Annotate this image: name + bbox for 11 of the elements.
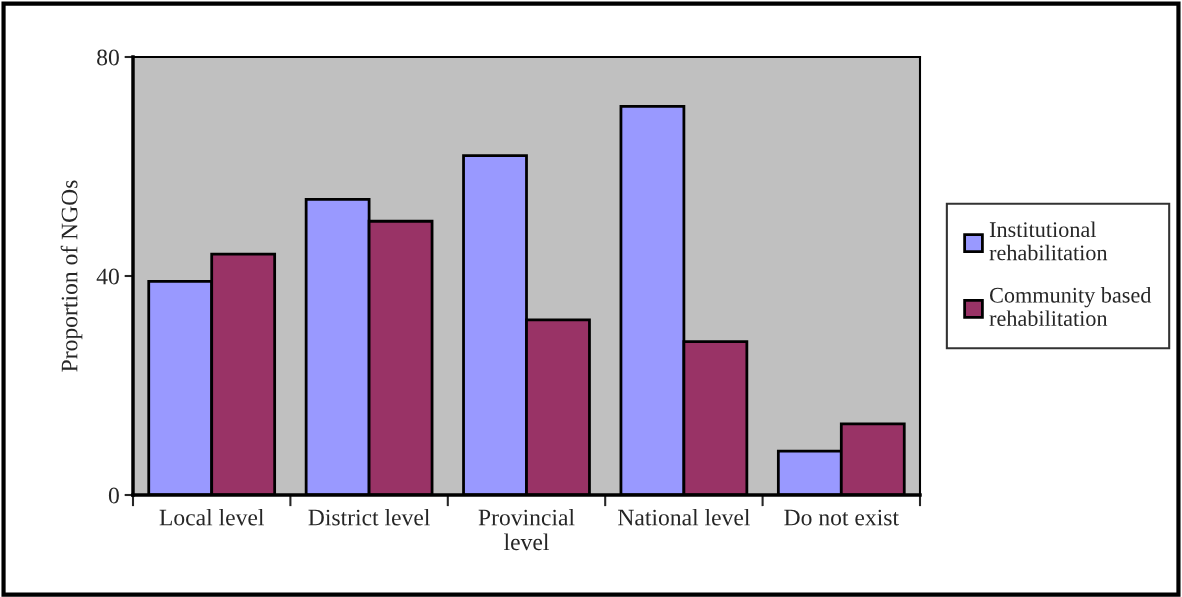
x-tick-label: National level (618, 508, 750, 526)
y-tick-label: 40 (96, 268, 119, 285)
x-tick-label: Local level (159, 508, 264, 526)
y-tick-label: 0 (108, 487, 119, 504)
legend-label: Institutional rehabilitation (989, 221, 1108, 261)
x-tick-label: Do not exist (784, 509, 899, 526)
legend-label: Community based rehabilitation (989, 287, 1152, 327)
y-tick-label: 80 (97, 49, 119, 66)
x-tick-label: District level (308, 508, 430, 526)
y-axis-title: Proportion of NGOs (60, 180, 83, 372)
x-tick-label: Provincial level (478, 508, 575, 551)
